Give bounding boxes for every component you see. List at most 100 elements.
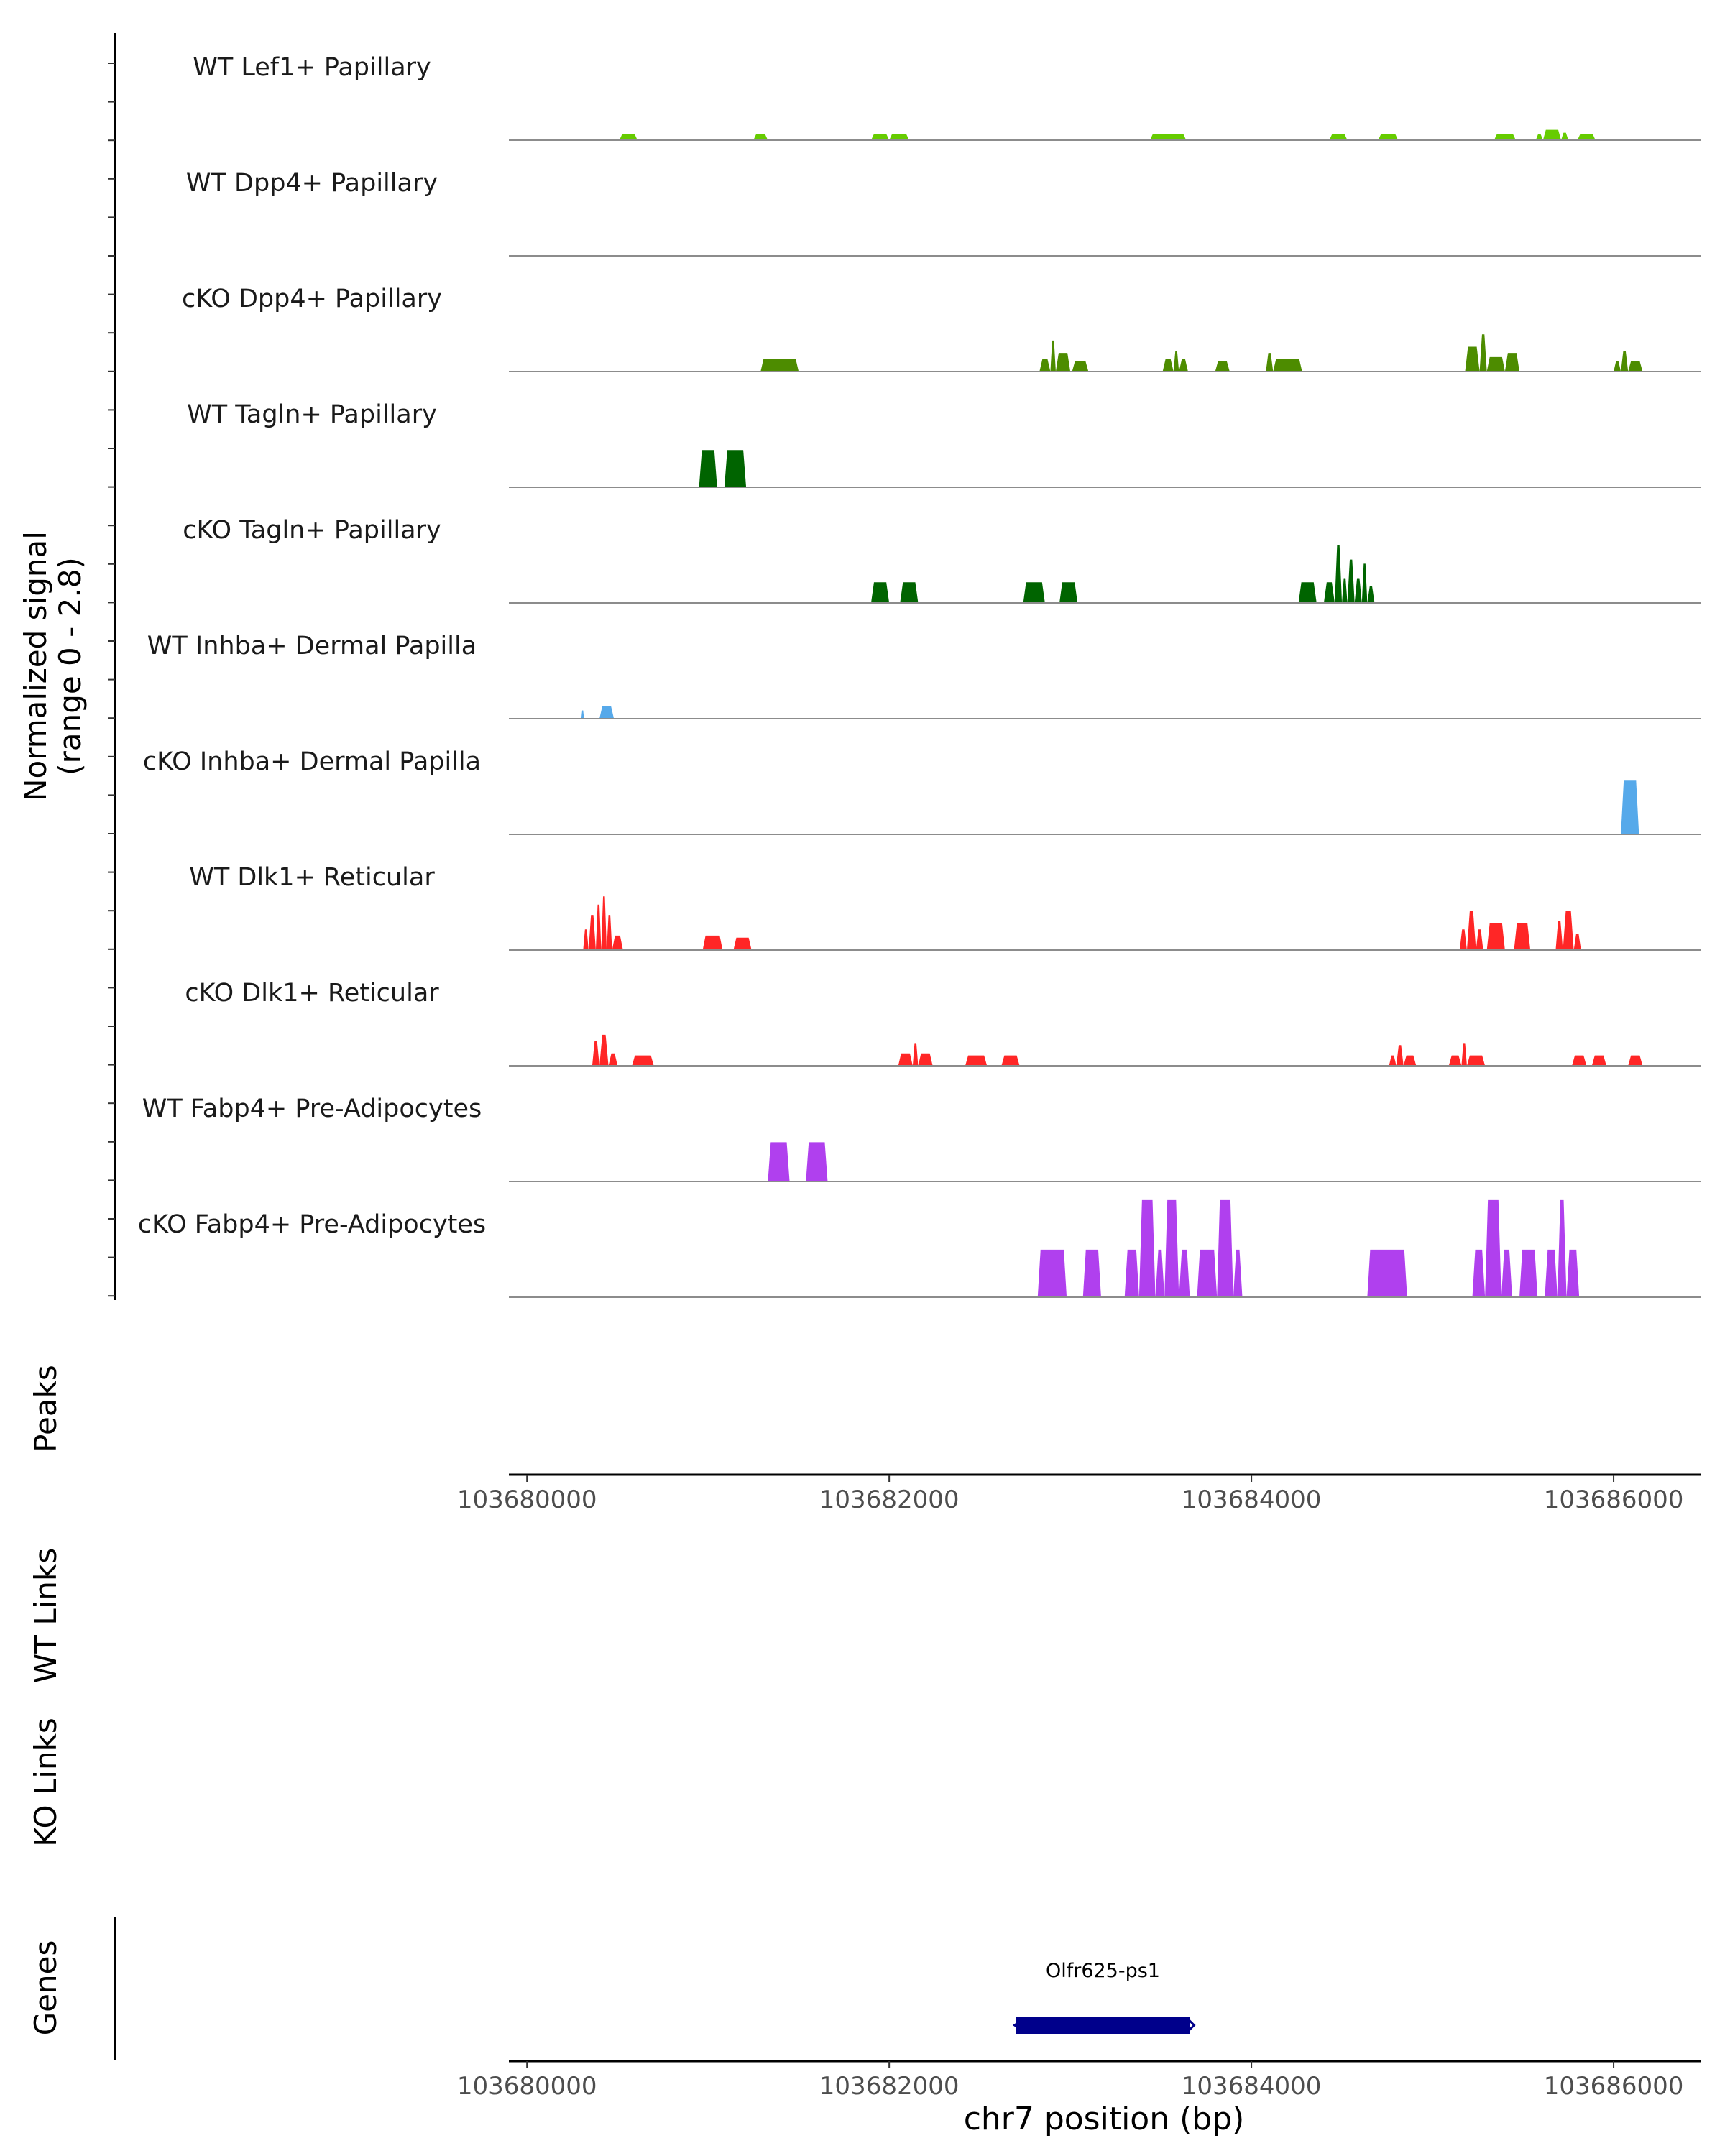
signal-peak [898, 1053, 913, 1066]
signal-peak [583, 929, 589, 950]
track-9: WT Fabp4+ Pre-Adipocytes [142, 1095, 1701, 1182]
signal-peak [724, 450, 747, 487]
signal-peak [607, 915, 612, 950]
signal-peak [1504, 353, 1520, 372]
signal-peak [1072, 361, 1089, 372]
signal-peak [1173, 351, 1179, 372]
signal-peak [1519, 1249, 1538, 1297]
signal-peak [581, 710, 584, 719]
signal-peak [1560, 132, 1569, 140]
signal-peak [1273, 359, 1302, 372]
signal-peak [1545, 1249, 1558, 1297]
signal-peak [595, 904, 602, 950]
signal-peak [1354, 578, 1362, 603]
gene-strand-arrow [1187, 2018, 1196, 2032]
track-label: cKO Inhba+ Dermal Papilla [143, 747, 481, 776]
track-label: WT Tagln+ Papillary [187, 400, 437, 429]
signal-peak [1542, 129, 1561, 140]
signal-peak [1149, 134, 1187, 140]
signal-peak [1494, 134, 1516, 140]
signal-peak [1557, 1199, 1567, 1297]
signal-peak [870, 134, 890, 140]
signal-peak [1179, 359, 1188, 372]
signal-peak [1347, 559, 1355, 603]
track-label: cKO Tagln+ Papillary [183, 516, 441, 545]
signal-peak [1342, 578, 1348, 603]
gene-body [1016, 2017, 1190, 2034]
signal-peak [1124, 1249, 1139, 1297]
signal-peak [1628, 361, 1643, 372]
gene-strand-arrow [1012, 2018, 1024, 2032]
signal-peak [619, 134, 638, 140]
signal-peak [1001, 1055, 1020, 1066]
x-tick-label: 103684000 [1182, 1485, 1322, 1514]
x-tick-label: 103684000 [1182, 2072, 1322, 2101]
x-tick-label: 103686000 [1544, 2072, 1684, 2101]
signal-peak [699, 450, 717, 487]
signal-peak [753, 134, 768, 140]
signal-peak [1396, 1045, 1404, 1066]
signal-peak [1217, 1199, 1233, 1297]
signal-peak [1329, 134, 1348, 140]
signal-peak [1461, 1043, 1467, 1066]
track-7: WT Dlk1+ Reticular [189, 863, 1701, 951]
signal-peak [1050, 340, 1056, 372]
signal-peak [1535, 134, 1543, 140]
signal-peak [1459, 929, 1467, 950]
track-label: cKO Dlk1+ Reticular [185, 979, 439, 1008]
track-label: WT Dpp4+ Papillary [186, 169, 438, 198]
signal-peak [1197, 1249, 1218, 1297]
signal-peak [1367, 586, 1375, 603]
signal-peak [1614, 361, 1622, 372]
signal-peak [1155, 1249, 1165, 1297]
signal-peak [1367, 1249, 1407, 1297]
gene-label: Olfr625-ps1 [1046, 1960, 1160, 1982]
track-label: WT Dlk1+ Reticular [189, 863, 435, 892]
signal-peak [1486, 356, 1505, 372]
signal-peak [900, 582, 919, 603]
signal-peak [1389, 1055, 1397, 1066]
track-2: cKO Dpp4+ Papillary [182, 285, 1701, 372]
signal-peak [1361, 563, 1368, 603]
signal-peak [1448, 1055, 1462, 1066]
signal-peak [1465, 346, 1480, 372]
signal-peak [1591, 1055, 1606, 1066]
track-side-label: Peaks [28, 1365, 63, 1452]
signal-peak [1563, 911, 1574, 950]
signal-peak [1472, 1249, 1486, 1297]
signal-peak [1485, 1199, 1501, 1297]
y-axis-ticks [108, 33, 116, 1300]
signal-peak [608, 1053, 618, 1066]
y-axis-title-line1: Normalized signal [18, 531, 53, 801]
signal-peak [599, 706, 615, 719]
y-axis-title-line2: (range 0 - 2.8) [52, 557, 88, 775]
signal-peak [889, 134, 909, 140]
x-axis-genes: 103680000 103682000 103684000 103686000 [457, 2060, 1701, 2101]
signal-peak [1335, 545, 1343, 603]
signal-peak [806, 1142, 828, 1181]
signal-peak [1479, 334, 1487, 372]
signal-peak [1039, 359, 1051, 372]
signal-peak [1037, 1249, 1067, 1297]
signal-peak [1059, 582, 1078, 603]
signal-peak [1298, 582, 1317, 603]
signal-peak [1023, 582, 1045, 603]
x-axis-title: chr7 position (bp) [964, 2101, 1245, 2137]
signal-peak [632, 1055, 654, 1066]
x-tick-label: 103686000 [1544, 1485, 1684, 1514]
signal-peak [1179, 1249, 1190, 1297]
track-side-label: WT Links [28, 1548, 63, 1683]
signal-peak [768, 1142, 790, 1181]
signal-peak [592, 1041, 599, 1066]
signal-peak [1621, 351, 1629, 372]
signal-peak [1323, 582, 1335, 603]
x-tick-label: 103680000 [457, 1485, 597, 1514]
x-tick-label: 103682000 [819, 1485, 960, 1514]
signal-peak [733, 937, 752, 950]
track-label: WT Lef1+ Papillary [193, 53, 431, 82]
signal-peak [1466, 1055, 1486, 1066]
signal-peak [1233, 1249, 1243, 1297]
signal-peak [1476, 929, 1484, 950]
signal-peak [965, 1055, 988, 1066]
